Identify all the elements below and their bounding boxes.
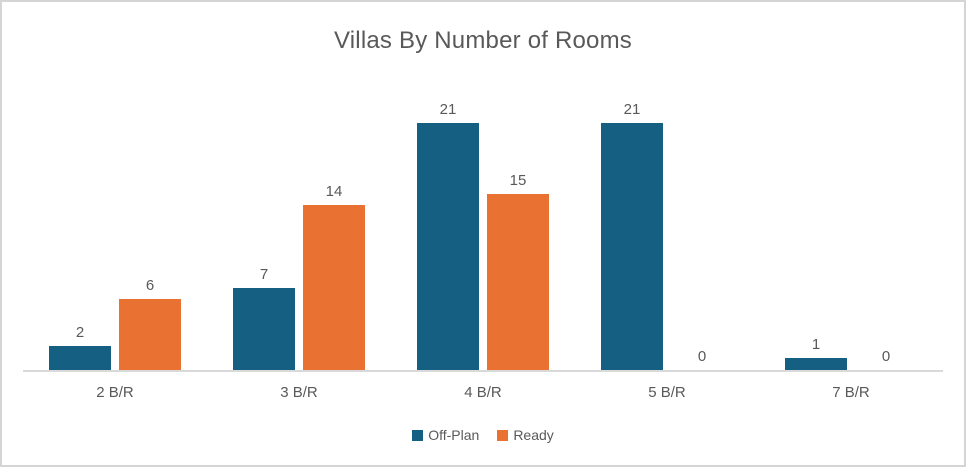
- bar-cell: 1: [785, 337, 847, 370]
- bar-cell: 21: [417, 102, 479, 370]
- bar-cell: 0: [855, 349, 917, 370]
- x-axis-tick-label: 7 B/R: [832, 384, 870, 401]
- data-label: 2: [75, 324, 85, 341]
- x-axis-tick-label: 2 B/R: [96, 384, 134, 401]
- bar-off-plan: [601, 123, 663, 370]
- legend-item-ready: Ready: [497, 427, 554, 443]
- chart-title: Villas By Number of Rooms: [334, 27, 632, 54]
- x-axis-labels: 2 B/R 3 B/R 4 B/R 5 B/R 7 B/R: [23, 384, 943, 401]
- x-axis-line: [23, 370, 943, 372]
- bar-cell: 7: [233, 267, 295, 370]
- bar-cell: 15: [487, 173, 549, 370]
- plot-area: 2 6 7 14 21 15 21 0 1 0: [23, 82, 943, 370]
- x-axis-tick-label: 4 B/R: [464, 384, 502, 401]
- bar-group-4-b-r: 21 15: [391, 82, 575, 370]
- bar-cell: 0: [671, 349, 733, 370]
- bar-off-plan: [233, 288, 295, 370]
- x-axis-tick-label: 5 B/R: [648, 384, 686, 401]
- x-axis-tick-label: 3 B/R: [280, 384, 318, 401]
- data-label: 1: [811, 336, 821, 353]
- legend: Off-Plan Ready: [2, 427, 964, 443]
- bar-cell: 6: [119, 278, 181, 370]
- bar-ready: [487, 194, 549, 370]
- data-label: 14: [325, 183, 343, 200]
- legend-label: Off-Plan: [428, 427, 480, 443]
- bar-ready: [119, 299, 181, 370]
- data-label: 0: [697, 348, 707, 365]
- bar-group-5-b-r: 21 0: [575, 82, 759, 370]
- bar-off-plan: [417, 123, 479, 370]
- data-label: 0: [881, 348, 891, 365]
- data-label: 21: [623, 101, 641, 118]
- bar-off-plan: [49, 346, 111, 370]
- legend-item-off-plan: Off-Plan: [412, 427, 479, 443]
- legend-swatch-icon: [412, 429, 424, 441]
- data-label: 6: [145, 277, 155, 294]
- bar-off-plan: [785, 358, 847, 370]
- bar-ready: [303, 205, 365, 370]
- bar-group-3-b-r: 7 14: [207, 82, 391, 370]
- bar-cell: 2: [49, 325, 111, 370]
- legend-label: Ready: [513, 427, 554, 443]
- data-label: 7: [259, 266, 269, 283]
- legend-swatch-icon: [497, 429, 509, 441]
- data-label: 21: [439, 101, 457, 118]
- bar-cell: 14: [303, 184, 365, 370]
- bar-cell: 21: [601, 102, 663, 370]
- data-label: 15: [509, 172, 527, 189]
